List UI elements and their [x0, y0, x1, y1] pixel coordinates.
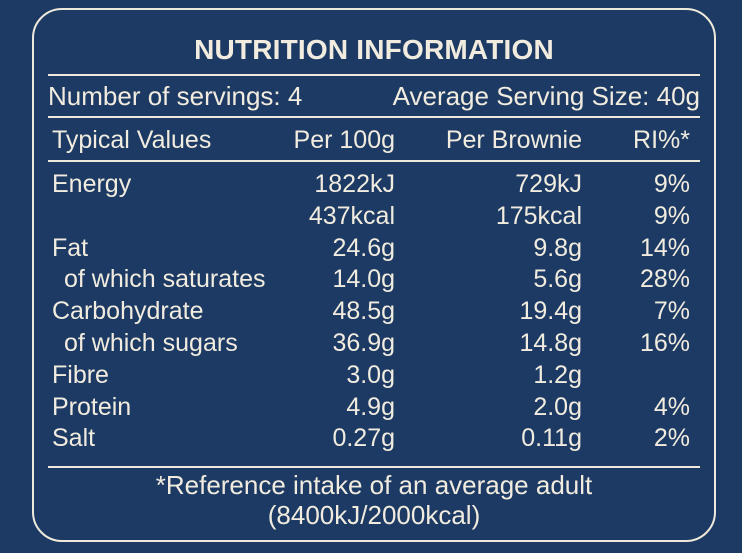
- row-per100g: 1822kJ: [314, 170, 395, 198]
- divider: [48, 74, 700, 76]
- table-header: Typical Values Per 100g Per Brownie RI%*: [34, 118, 714, 162]
- column-header-per-brownie: Per Brownie: [445, 126, 582, 154]
- row-per100g: 24.6g: [332, 233, 395, 262]
- row-label: Protein: [52, 392, 132, 421]
- column-header-ri: RI%*: [633, 126, 690, 154]
- row-per-brownie: 9.8g: [533, 233, 582, 262]
- row-per100g: 4.9g: [346, 392, 395, 421]
- row-ri: 16%: [639, 329, 690, 357]
- row-ri: 4%: [653, 392, 690, 421]
- row-ri: 7%: [653, 297, 690, 326]
- table-row: Fibre 3.0g 1.2g: [34, 359, 714, 391]
- row-label: Salt: [52, 424, 96, 453]
- serving-size: Average Serving Size: 40g: [392, 81, 700, 111]
- table-row: Protein 4.9g 2.0g 4%: [34, 391, 714, 423]
- row-per-brownie: 14.8g: [519, 329, 582, 357]
- row-ri: 9%: [653, 170, 690, 198]
- row-label: Fat: [52, 233, 89, 262]
- divider: [48, 160, 700, 162]
- table-row: Fat 24.6g 9.8g 14%: [34, 232, 714, 264]
- servings-info: Number of servings: 4 Average Serving Si…: [48, 76, 700, 116]
- row-per-brownie: 2.0g: [533, 392, 582, 421]
- row-per-brownie: 0.11g: [521, 424, 582, 453]
- table-row: Energy 1822kJ 729kJ 9%: [34, 168, 714, 200]
- row-per100g: 3.0g: [346, 360, 395, 389]
- row-per100g: 0.27g: [332, 424, 395, 453]
- row-label: Energy: [52, 170, 132, 198]
- row-label: of which saturates: [64, 265, 266, 294]
- column-header-label: Typical Values: [52, 126, 212, 154]
- row-per100g: 14.0g: [332, 265, 395, 294]
- footnote-line-2: (8400kJ/2000kcal): [267, 500, 481, 530]
- row-per-brownie: 1.2g: [533, 360, 582, 389]
- table-row: 437kcal 175kcal 9%: [34, 200, 714, 232]
- row-per100g: 48.5g: [332, 297, 395, 326]
- table-row: Carbohydrate 48.5g 19.4g 7%: [34, 295, 714, 327]
- servings-count: Number of servings: 4: [48, 81, 303, 111]
- row-per-brownie: 729kJ: [515, 170, 582, 198]
- table-row: of which saturates 14.0g 5.6g 28%: [34, 263, 714, 295]
- divider: [48, 116, 700, 118]
- row-per-brownie: 19.4g: [519, 297, 582, 326]
- panel-title: NUTRITION INFORMATION: [194, 34, 554, 65]
- table-row: Salt 0.27g 0.11g 2%: [34, 422, 714, 454]
- divider: [48, 466, 700, 468]
- row-label: Fibre: [52, 360, 109, 389]
- row-ri: 28%: [639, 265, 690, 294]
- row-ri: 2%: [653, 424, 690, 453]
- table-row: of which sugars 36.9g 14.8g 16%: [34, 327, 714, 359]
- nutrition-panel: NUTRITION INFORMATION Number of servings…: [32, 8, 716, 542]
- row-per-brownie: 5.6g: [533, 265, 582, 294]
- footnote: *Reference intake of an average adult (8…: [34, 470, 714, 530]
- row-ri: 14%: [639, 233, 690, 262]
- row-ri: 9%: [653, 201, 690, 230]
- row-per-brownie: 175kcal: [495, 201, 582, 230]
- row-label: of which sugars: [64, 329, 238, 357]
- row-per100g: 437kcal: [308, 201, 395, 230]
- footnote-line-1: *Reference intake of an average adult: [155, 470, 593, 500]
- row-label: Carbohydrate: [52, 297, 204, 326]
- column-header-per100g: Per 100g: [293, 126, 395, 154]
- row-per100g: 36.9g: [332, 329, 395, 357]
